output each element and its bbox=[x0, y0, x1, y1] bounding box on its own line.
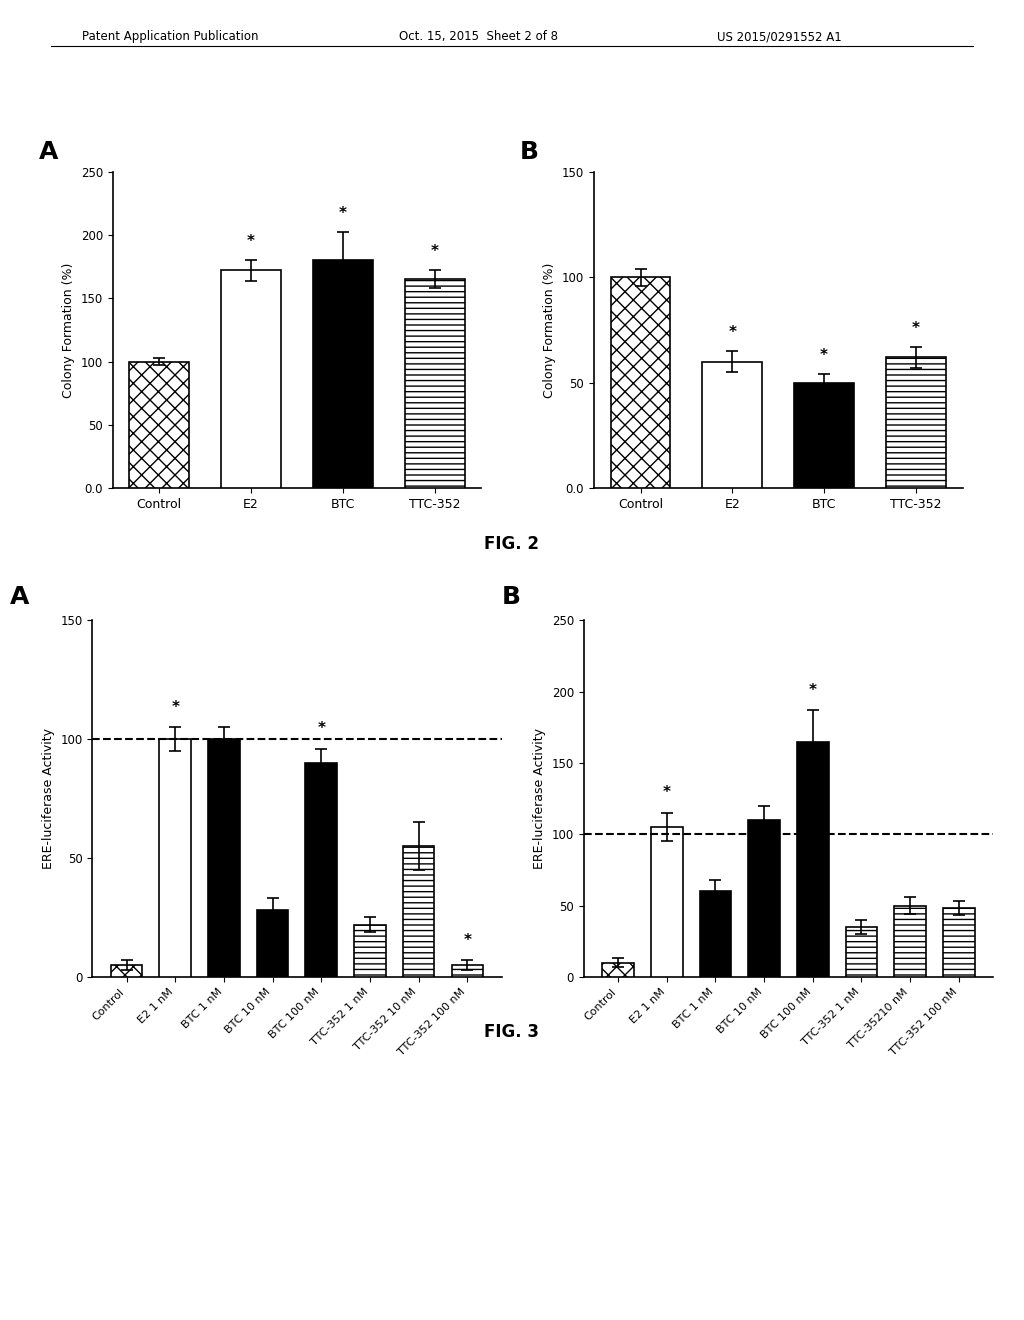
Text: B: B bbox=[502, 585, 521, 609]
Bar bbox=[846, 927, 878, 977]
Text: *: * bbox=[247, 234, 255, 249]
Bar bbox=[111, 965, 142, 977]
Text: Patent Application Publication: Patent Application Publication bbox=[82, 30, 258, 44]
Text: A: A bbox=[10, 585, 30, 609]
Bar bbox=[795, 383, 854, 488]
Text: FIG. 2: FIG. 2 bbox=[484, 535, 540, 553]
Bar bbox=[257, 911, 289, 977]
Text: *: * bbox=[912, 321, 920, 335]
Text: *: * bbox=[463, 933, 471, 948]
Bar bbox=[943, 908, 975, 977]
Text: FIG. 3: FIG. 3 bbox=[484, 1023, 540, 1041]
Bar bbox=[610, 277, 671, 488]
Y-axis label: ERE-luciferase Activity: ERE-luciferase Activity bbox=[534, 729, 546, 869]
Y-axis label: Colony Formation (%): Colony Formation (%) bbox=[62, 263, 75, 397]
Bar bbox=[208, 739, 240, 977]
Text: *: * bbox=[728, 325, 736, 341]
Y-axis label: ERE-luciferase Activity: ERE-luciferase Activity bbox=[42, 729, 54, 869]
Text: *: * bbox=[317, 721, 326, 737]
Text: B: B bbox=[520, 140, 540, 164]
Bar bbox=[699, 891, 731, 977]
Bar bbox=[749, 820, 780, 977]
Bar bbox=[402, 846, 434, 977]
Bar bbox=[894, 906, 926, 977]
Text: *: * bbox=[820, 348, 828, 363]
Bar bbox=[452, 965, 483, 977]
Bar bbox=[305, 763, 337, 977]
Bar bbox=[797, 742, 828, 977]
Bar bbox=[886, 358, 946, 488]
Bar bbox=[602, 962, 634, 977]
Bar bbox=[313, 260, 373, 488]
Text: *: * bbox=[339, 206, 347, 222]
Bar bbox=[221, 271, 281, 488]
Y-axis label: Colony Formation (%): Colony Formation (%) bbox=[544, 263, 556, 397]
Bar bbox=[354, 924, 386, 977]
Text: Oct. 15, 2015  Sheet 2 of 8: Oct. 15, 2015 Sheet 2 of 8 bbox=[399, 30, 558, 44]
Bar bbox=[160, 739, 191, 977]
Bar bbox=[129, 362, 189, 488]
Text: A: A bbox=[39, 140, 58, 164]
Text: *: * bbox=[431, 244, 438, 259]
Bar bbox=[651, 828, 683, 977]
Bar bbox=[702, 362, 762, 488]
Text: *: * bbox=[809, 682, 817, 698]
Text: US 2015/0291552 A1: US 2015/0291552 A1 bbox=[717, 30, 842, 44]
Text: *: * bbox=[663, 785, 671, 800]
Bar bbox=[404, 280, 465, 488]
Text: *: * bbox=[171, 700, 179, 715]
